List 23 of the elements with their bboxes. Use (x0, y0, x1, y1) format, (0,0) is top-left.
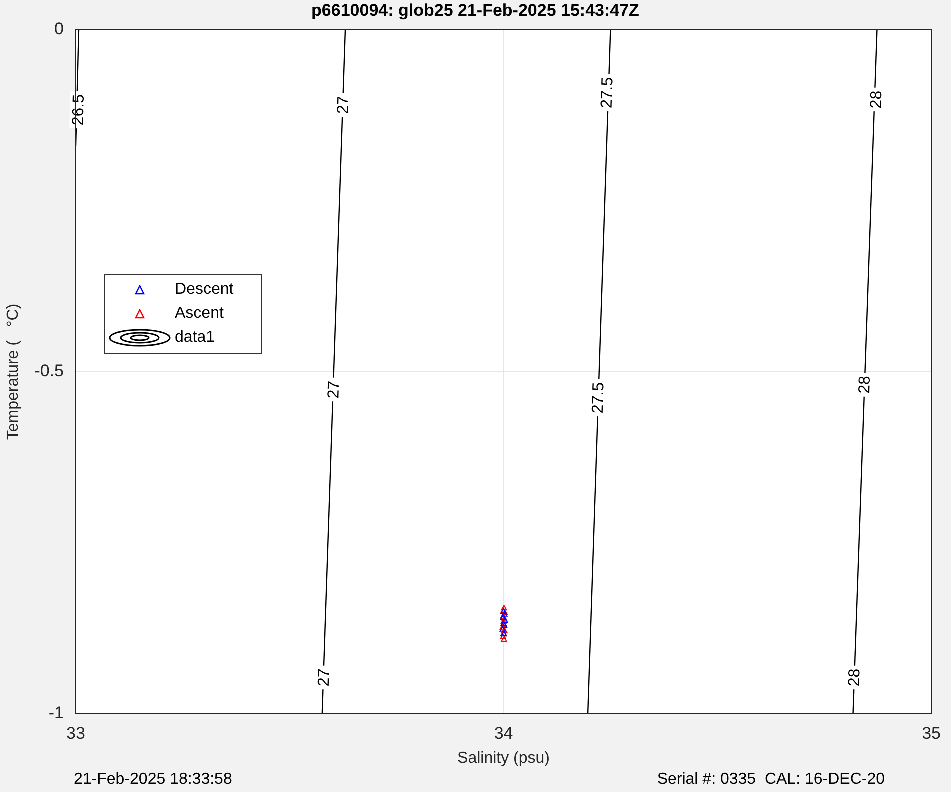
y-tick-label: 0 (54, 20, 64, 39)
y-tick-label: -0.5 (34, 362, 64, 381)
x-tick-label: 34 (494, 724, 514, 743)
text: Serial #: 0335 CAL: 16-DEC-20 (657, 771, 885, 789)
x-tick-label: 35 (922, 724, 942, 743)
annotation: 27 (335, 96, 353, 114)
annotation: 26.5 (70, 94, 88, 126)
annotation: 28 (856, 376, 874, 394)
annotation: 27.5 (598, 77, 617, 109)
x-tick-label: 33 (66, 724, 86, 743)
text: 21-Feb-2025 18:33:58 (74, 771, 232, 789)
y-tick-label: -1 (48, 704, 64, 723)
legend-label: Descent (175, 281, 234, 299)
annotation: 27 (316, 668, 334, 687)
x-axis-title: Salinity (psu) (458, 750, 550, 767)
annotation: 28 (868, 90, 886, 109)
y-axis-title: Temperature ( °C) (5, 304, 22, 440)
chart-title: p6610094: glob25 21-Feb-2025 15:43:47Z (310, 1, 640, 21)
annotation: 27 (326, 380, 344, 399)
annotation: 27.5 (590, 382, 608, 414)
legend-label: data1 (175, 329, 216, 347)
annotation: 28 (846, 668, 864, 687)
legend-label: Ascent (175, 305, 224, 323)
